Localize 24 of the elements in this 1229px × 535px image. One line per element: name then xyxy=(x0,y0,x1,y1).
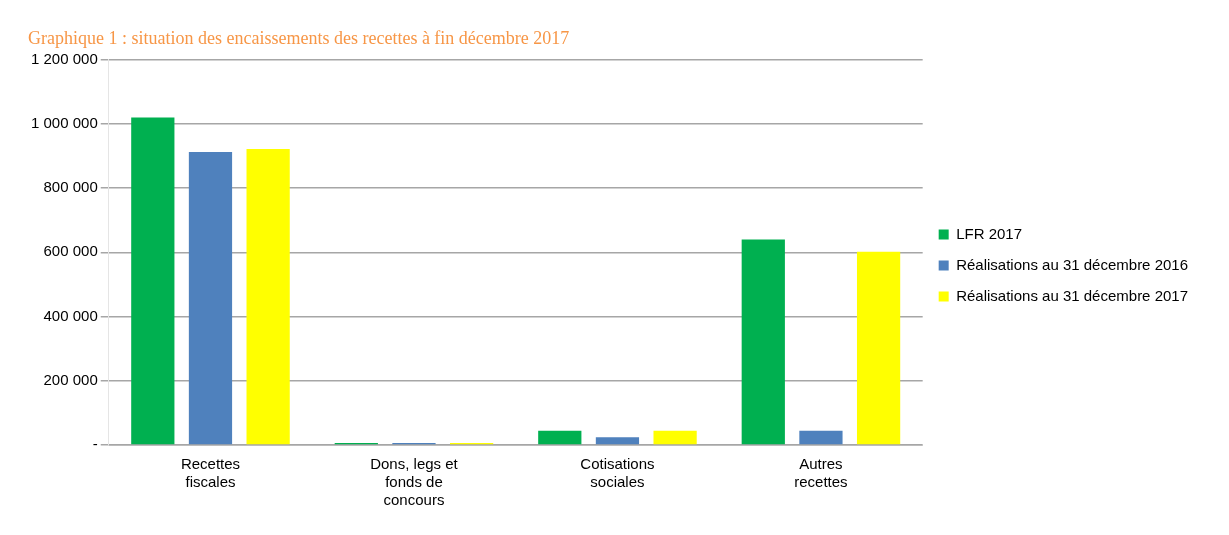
bar xyxy=(595,437,640,445)
legend-label: Réalisations au 31 décembre 2017 xyxy=(956,286,1189,304)
x-tick-label: Dons, legs et fonds de concours xyxy=(370,455,459,509)
x-tick-label: Autres recettes xyxy=(794,455,848,491)
legend-label: Réalisations au 31 décembre 2016 xyxy=(956,255,1189,273)
y-tick-label: 400 000 xyxy=(43,306,98,324)
bar xyxy=(741,239,785,445)
bar xyxy=(799,430,843,445)
y-tick-label: 800 000 xyxy=(43,178,98,196)
bar xyxy=(538,430,582,445)
bar xyxy=(131,117,175,445)
y-tick-label: 1 000 000 xyxy=(31,113,98,131)
legend-label: LFR 2017 xyxy=(956,224,1023,242)
chart-title: Graphique 1 : situation des encaissements des recettes à fin décembre 2017 xyxy=(28,27,570,48)
y-tick-label: 600 000 xyxy=(43,242,98,260)
bar xyxy=(856,251,901,445)
x-tick-label: Cotisations sociales xyxy=(580,455,655,491)
y-tick-label: 1 200 000 xyxy=(31,49,98,67)
bar xyxy=(653,430,697,445)
x-tick-label: Recettes fiscales xyxy=(180,455,241,491)
y-tick-label: 200 000 xyxy=(43,370,98,388)
bar xyxy=(246,148,290,445)
bar xyxy=(188,152,233,445)
y-tick-label: - xyxy=(92,435,98,453)
